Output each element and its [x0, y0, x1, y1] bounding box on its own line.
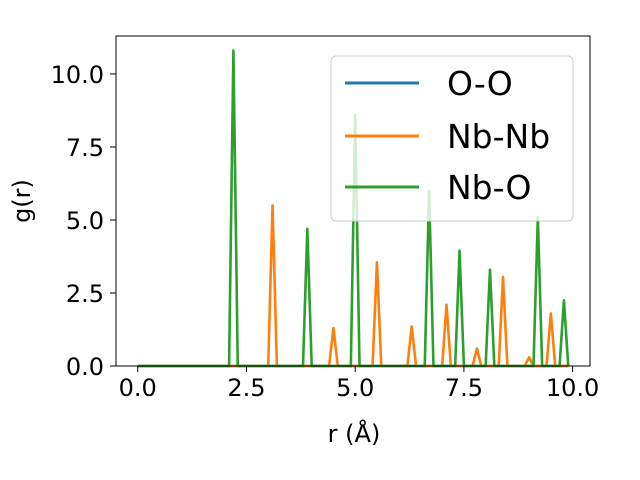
axes-border: [115, 35, 591, 367]
y-tick-label: 10.0: [51, 61, 104, 89]
y-axis-label: g(r): [8, 179, 36, 223]
x-tick-label: 2.5: [227, 374, 265, 402]
legend-label-nb-nb: Nb-Nb: [447, 117, 550, 156]
x-tick-label: 5.0: [336, 374, 374, 402]
legend-frame: [330, 55, 574, 222]
series-line-nb-nb: [137, 204, 569, 368]
y-axis: 0.0 2.5 5.0 7.5 10.0: [51, 61, 116, 381]
y-tick-label: 0.0: [66, 353, 104, 381]
y-tick-label: 5.0: [66, 207, 104, 235]
x-axis: 0.0 2.5 5.0 7.5 10.0: [119, 366, 599, 402]
x-tick-label: 7.5: [445, 374, 483, 402]
y-tick-label: 2.5: [66, 280, 104, 308]
x-tick-label: 0.0: [119, 374, 157, 402]
x-tick-label: 10.0: [546, 374, 599, 402]
legend-label-nb-o: Nb-O: [447, 168, 531, 207]
axes-frame: [115, 35, 591, 367]
y-tick-label: 7.5: [66, 134, 104, 162]
legend-label-o-o: O-O: [447, 64, 513, 103]
x-axis-label: r (Å): [328, 419, 381, 448]
legend: O-O Nb-Nb Nb-O: [330, 55, 574, 222]
